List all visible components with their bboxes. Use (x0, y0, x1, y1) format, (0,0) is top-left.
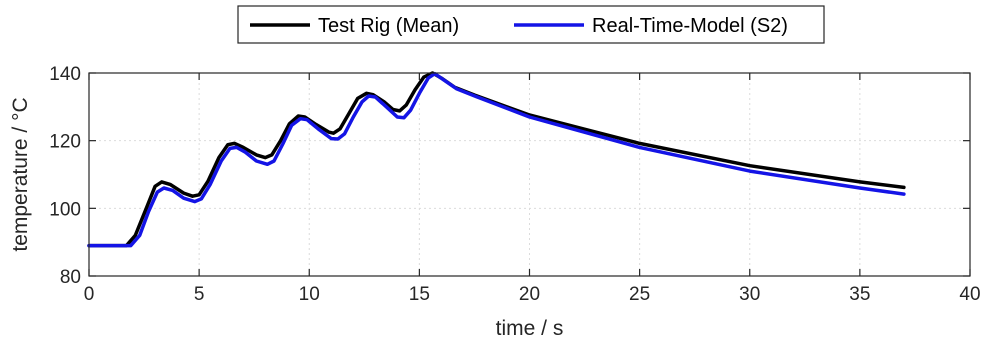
y-axis-label: temperature / °C (9, 97, 32, 251)
series-layer (89, 73, 904, 246)
x-tick-label: 25 (629, 284, 650, 305)
x-tick-label: 35 (849, 284, 870, 305)
series-line-test-rig (89, 73, 904, 246)
y-tick-label: 100 (49, 199, 81, 220)
y-tick-label: 140 (49, 64, 81, 85)
legend: Test Rig (Mean) Real-Time-Model (S2) (238, 6, 824, 43)
x-tick-label: 40 (959, 284, 980, 305)
x-tick-label: 15 (409, 284, 430, 305)
x-tick-label: 0 (84, 284, 95, 305)
y-tick-label: 120 (49, 132, 81, 153)
legend-label-test-rig: Test Rig (Mean) (318, 15, 459, 37)
x-tick-label: 10 (299, 284, 320, 305)
y-tick-label: 80 (60, 267, 81, 288)
x-tick-label: 30 (739, 284, 760, 305)
x-tick-label: 20 (519, 284, 540, 305)
series-line-real-time-model (89, 74, 904, 246)
legend-label-real-time-model: Real-Time-Model (S2) (592, 15, 788, 37)
grid (89, 73, 970, 276)
x-axis-label: time / s (496, 317, 564, 340)
x-tick-label: 5 (194, 284, 205, 305)
